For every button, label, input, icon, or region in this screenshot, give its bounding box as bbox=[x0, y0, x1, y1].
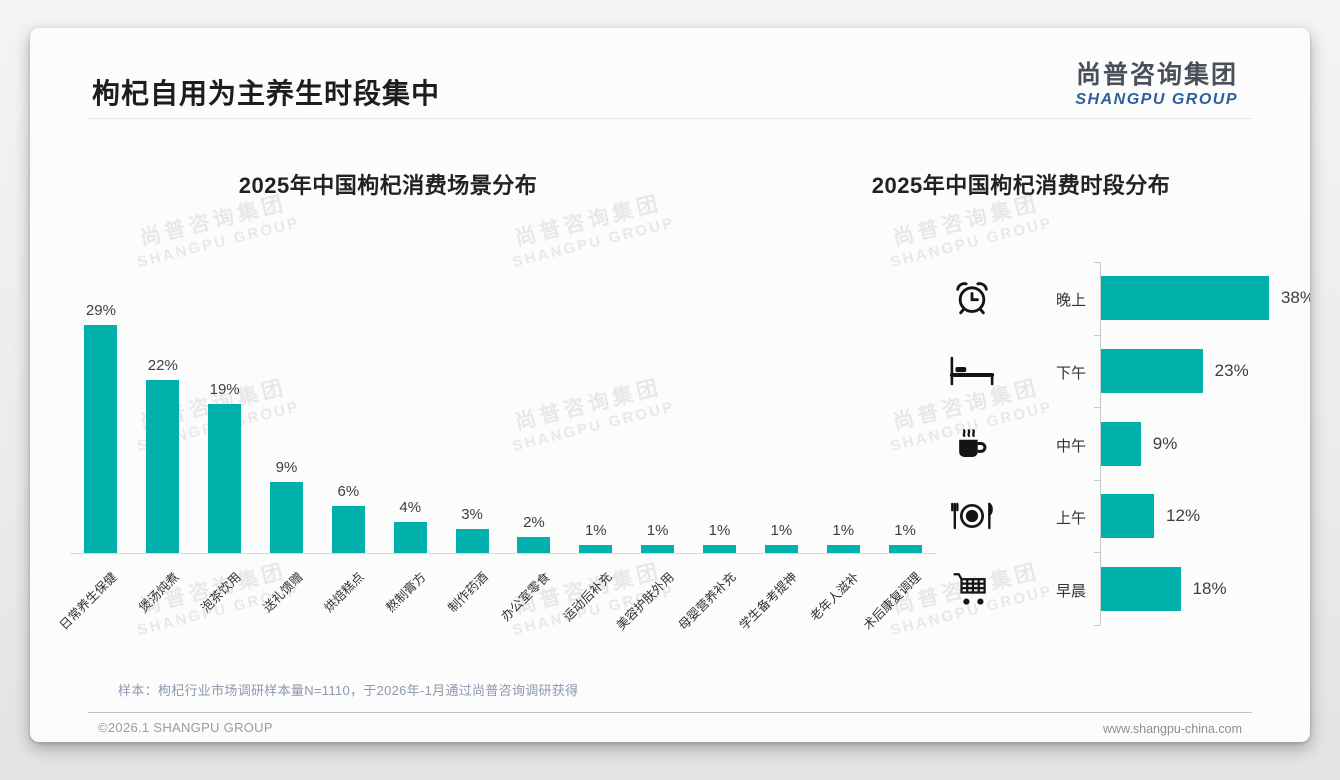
logo-text-en: SHANGPU GROUP bbox=[1075, 90, 1238, 108]
time-axis-tick bbox=[1094, 552, 1100, 554]
shopping-cart-icon bbox=[948, 565, 996, 613]
scene-bar-value-label: 1% bbox=[894, 522, 916, 540]
watermark-line1: 尚普咨询集团 bbox=[512, 375, 664, 435]
scene-bar-value-label: 4% bbox=[399, 498, 422, 516]
time-bar bbox=[1101, 421, 1141, 466]
website-link[interactable]: www.shangpu-china.com bbox=[1103, 722, 1242, 736]
scene-bar-value-label: 1% bbox=[646, 522, 669, 540]
scene-bar bbox=[331, 505, 365, 553]
scene-bar-value-label: 2% bbox=[523, 514, 545, 532]
scene-bar bbox=[703, 545, 736, 553]
header-divider bbox=[88, 118, 1252, 119]
time-y-axis-line bbox=[1100, 262, 1101, 625]
watermark-line2: SHANGPU GROUP bbox=[510, 398, 677, 455]
scene-bar bbox=[888, 545, 922, 553]
scene-bar-value-label: 1% bbox=[708, 522, 731, 540]
sample-note: 样本：枸杞行业市场调研样本量N=1110，于2026年-1月通过尚普咨询调研获得 bbox=[118, 683, 579, 698]
page-title: 枸杞自用为主养生时段集中 bbox=[92, 78, 441, 109]
time-bar-value-label: 23% bbox=[1214, 360, 1249, 380]
watermark-line2: SHANGPU GROUP bbox=[135, 214, 302, 271]
time-bar-value-label: 9% bbox=[1152, 433, 1178, 453]
scene-bar bbox=[393, 521, 427, 553]
alarm-clock-icon bbox=[948, 274, 996, 322]
time-axis-tick bbox=[1094, 334, 1100, 336]
time-bar-value-label: 38% bbox=[1280, 288, 1310, 308]
scene-bar-value-label: 9% bbox=[275, 459, 298, 477]
watermark-line2: SHANGPU GROUP bbox=[510, 214, 677, 271]
scene-bar-value-label: 3% bbox=[461, 506, 483, 524]
scene-bar-value-label: 22% bbox=[147, 357, 178, 375]
scene-bar bbox=[84, 325, 118, 553]
scene-bar-value-label: 1% bbox=[584, 522, 607, 540]
time-label: 早晨 bbox=[1055, 582, 1086, 600]
time-label: 上午 bbox=[1055, 510, 1086, 528]
coffee-mug-icon bbox=[948, 420, 996, 468]
time-label: 中午 bbox=[1055, 437, 1086, 455]
scene-bar bbox=[641, 545, 675, 553]
scene-bar-value-label: 1% bbox=[770, 522, 793, 540]
scene-bar bbox=[764, 545, 798, 553]
logo-text-cn: 尚普咨询集团 bbox=[1075, 61, 1238, 89]
scene-x-axis-line bbox=[70, 553, 936, 554]
time-axis-tick bbox=[1094, 262, 1100, 263]
slide-card: 枸杞自用为主养生时段集中 尚普咨询集团 SHANGPU GROUP 2025年中… bbox=[30, 28, 1310, 742]
time-bar bbox=[1101, 566, 1181, 611]
copyright-text: ©2026.1 SHANGPU GROUP bbox=[98, 720, 273, 735]
watermark-line2: SHANGPU GROUP bbox=[888, 214, 1055, 271]
bed-icon bbox=[948, 347, 996, 395]
scene-bar bbox=[517, 537, 551, 553]
scene-bar-value-label: 6% bbox=[337, 482, 360, 500]
logo: 尚普咨询集团 SHANGPU GROUP bbox=[1075, 61, 1238, 109]
time-axis-tick bbox=[1094, 407, 1100, 409]
scene-chart-title: 2025年中国枸杞消费场景分布 bbox=[238, 173, 538, 198]
scene-bar-value-label: 19% bbox=[209, 380, 240, 398]
time-axis-tick bbox=[1094, 479, 1100, 481]
scene-bar-value-label: 29% bbox=[85, 302, 116, 320]
time-bar-value-label: 12% bbox=[1166, 506, 1201, 526]
footer-divider bbox=[88, 712, 1252, 713]
scene-bar bbox=[455, 529, 489, 553]
scene-bar bbox=[208, 403, 242, 553]
time-bar bbox=[1101, 348, 1203, 393]
time-bar bbox=[1101, 494, 1155, 539]
scene-bar bbox=[270, 482, 303, 553]
scene-bar bbox=[826, 545, 860, 553]
time-chart-title: 2025年中国枸杞消费时段分布 bbox=[871, 173, 1171, 198]
scene-bar-value-label: 1% bbox=[832, 522, 855, 540]
scene-bar bbox=[146, 380, 180, 553]
scene-bar bbox=[579, 545, 613, 553]
time-label: 晚上 bbox=[1055, 292, 1086, 310]
time-label: 下午 bbox=[1055, 364, 1086, 382]
time-axis-tick bbox=[1094, 625, 1100, 626]
time-bar bbox=[1101, 276, 1269, 321]
time-bar-value-label: 18% bbox=[1192, 578, 1227, 598]
dining-plate-icon bbox=[948, 492, 996, 540]
